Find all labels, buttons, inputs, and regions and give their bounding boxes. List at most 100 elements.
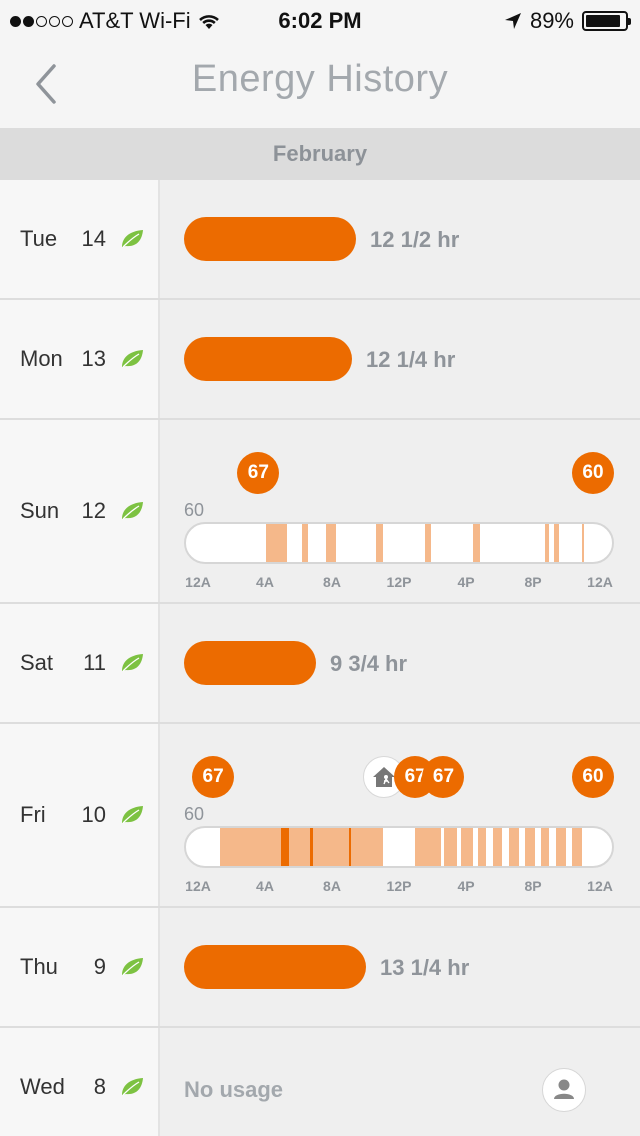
usage-segment (266, 524, 288, 562)
leaf-icon (120, 805, 144, 825)
usage-timeline (184, 826, 614, 868)
day-label: Tue 14 (0, 180, 160, 298)
setpoint-label: 60 (184, 804, 205, 824)
usage-timeline (184, 522, 614, 564)
usage-bar (184, 337, 352, 381)
temperature-badge: 60 (572, 452, 614, 494)
day-number: 9 (93, 954, 106, 979)
usage-segment (326, 524, 336, 562)
day-row-wed[interactable]: Wed 8 No usage (0, 1028, 640, 1136)
day-row-tue[interactable]: Tue 14 12 1/2 hr (0, 180, 640, 300)
time-tick-label: 8P (524, 878, 542, 894)
day-name: Wed (20, 1074, 65, 1099)
time-tick-label: 12A (587, 878, 613, 894)
usage-bar (184, 217, 356, 261)
temperature-badge: 67 (237, 452, 280, 494)
day-usage: 13 1/4 hr (160, 908, 640, 1026)
usage-segment (280, 828, 290, 866)
time-tick-label: 12P (386, 878, 412, 894)
usage-segment (348, 828, 352, 866)
setpoint-label: 60 (184, 500, 205, 520)
day-name: Fri (20, 802, 46, 827)
person-icon (554, 1079, 574, 1099)
day-name: Thu (20, 954, 58, 979)
carrier-label: AT&T Wi-Fi (79, 8, 191, 33)
battery-icon (582, 11, 631, 31)
temperature-badge: 60 (572, 756, 614, 798)
usage-segment (541, 828, 550, 866)
day-number: 14 (81, 226, 106, 251)
time-tick-label: 8P (524, 574, 542, 590)
day-name: Tue (20, 226, 58, 251)
day-row-sun[interactable]: Sun 12 67 60 60 12A 4A 8A 12P 4P 8P 12A (0, 420, 640, 604)
time-tick-label: 12A (185, 878, 211, 894)
usage-segment (302, 524, 309, 562)
time-tick-label: 4P (457, 878, 475, 894)
time-tick-label: 12A (587, 574, 613, 590)
back-button[interactable] (28, 60, 68, 108)
day-label: Fri 10 (0, 724, 160, 906)
wifi-icon (198, 15, 219, 29)
usage-segment (508, 828, 519, 866)
usage-segment (554, 524, 560, 562)
day-usage: 67 60 60 12A 4A 8A 12P 4P 8P 12A (160, 420, 640, 602)
day-row-sat[interactable]: Sat 11 9 3/4 hr (0, 604, 640, 724)
temperature-badge: 67 (422, 756, 465, 798)
usage-segment (571, 828, 582, 866)
time-tick-label: 4A (256, 574, 274, 590)
day-row-fri[interactable]: Fri 10 67 67 67 60 60 12A 4A 8A 12P 4P 8P 12A (0, 724, 640, 908)
chevron-left-icon (36, 64, 56, 104)
carrier-signal: AT&T Wi-Fi (10, 8, 221, 34)
usage-bar (184, 945, 366, 989)
day-usage: 9 3/4 hr (160, 604, 640, 722)
day-label: Mon 13 (0, 300, 160, 418)
usage-segment (581, 524, 585, 562)
day-label: Wed 8 (0, 1028, 160, 1136)
month-section-header: February (0, 128, 640, 180)
usage-segment (444, 828, 458, 866)
day-label: Sun 12 (0, 420, 160, 602)
usage-segment (525, 828, 535, 866)
time-tick-label: 8A (323, 878, 341, 894)
usage-hours: 12 1/2 hr (370, 227, 460, 252)
status-right: 89% (504, 8, 631, 34)
time-tick-label: 4P (457, 574, 475, 590)
day-number: 10 (81, 802, 106, 827)
location-arrow-icon (504, 13, 521, 29)
usage-segment (424, 524, 432, 562)
usage-segment (461, 828, 474, 866)
usage-segment (310, 828, 313, 866)
leaf-icon (120, 501, 144, 521)
usage-segment (415, 828, 442, 866)
time-tick-label: 4A (256, 878, 274, 894)
day-name: Sat (20, 650, 54, 675)
day-label: Sat 11 (0, 604, 160, 722)
leaf-icon (120, 349, 144, 369)
usage-segment (478, 828, 487, 866)
usage-hours: 12 1/4 hr (366, 347, 456, 372)
day-usage: 67 67 67 60 60 12A 4A 8A 12P 4P 8P 12A (160, 724, 640, 906)
battery-percent: 89% (529, 8, 574, 33)
page-title: Energy History (191, 58, 449, 100)
day-usage: No usage (160, 1028, 640, 1136)
temperature-badge: 67 (192, 756, 235, 798)
usage-segment (555, 828, 566, 866)
day-row-mon[interactable]: Mon 13 12 1/4 hr (0, 300, 640, 420)
time-tick-label: 12A (185, 574, 211, 590)
status-time: 6:02 PM (278, 8, 362, 33)
usage-bar (184, 641, 316, 685)
day-number: 8 (93, 1074, 106, 1099)
signal-strength-icon (10, 15, 73, 27)
day-number: 13 (81, 346, 106, 371)
day-name: Mon (20, 346, 63, 371)
usage-hours: 13 1/4 hr (380, 955, 470, 980)
leaf-icon (120, 229, 144, 249)
no-usage-label: No usage (184, 1077, 284, 1102)
day-row-thu[interactable]: Thu 9 13 1/4 hr (0, 908, 640, 1028)
status-bar: AT&T Wi-Fi 6:02 PM 89% (0, 0, 640, 40)
person-button[interactable] (542, 1068, 586, 1112)
time-tick-label: 12P (386, 574, 412, 590)
day-usage: 12 1/2 hr (160, 180, 640, 298)
day-usage: 12 1/4 hr (160, 300, 640, 418)
day-number: 12 (81, 498, 106, 523)
